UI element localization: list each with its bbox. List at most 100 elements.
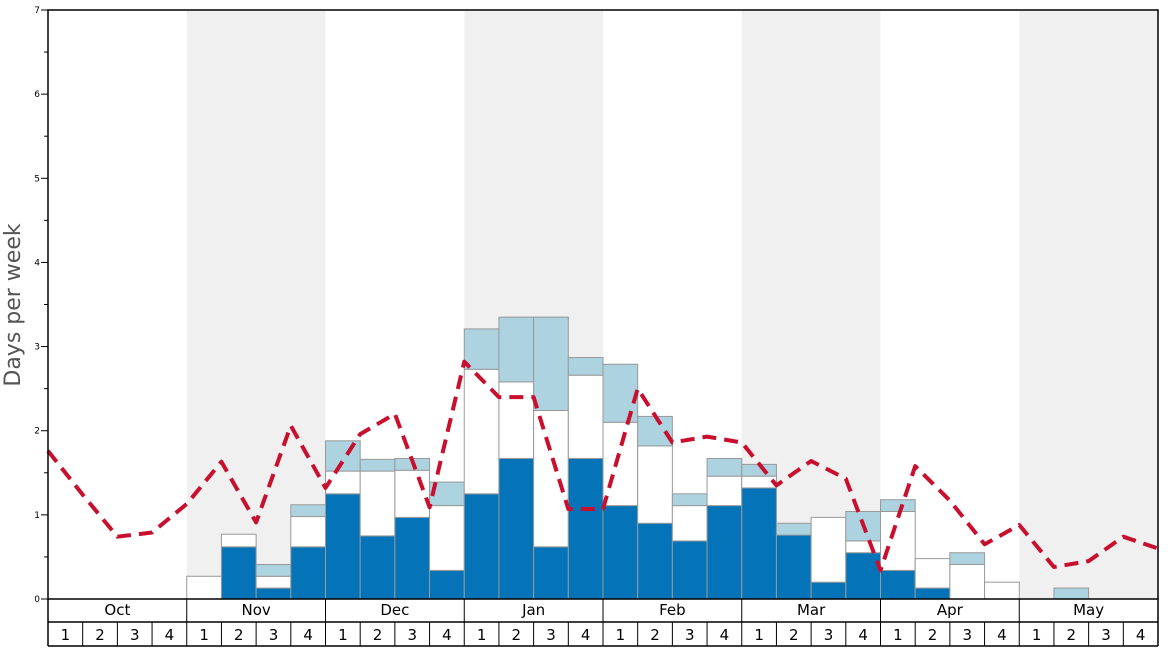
bar-white-week-24 [845,540,881,554]
bar-dark-week-13 [463,493,500,600]
bar-light-week-7 [255,564,292,577]
bar-white-week-10 [359,470,396,537]
bar-white-week-11 [394,469,431,518]
week-label: 4 [442,626,452,644]
week-label: 2 [234,626,244,644]
y-axis-label: Days per week [1,223,26,386]
bar-light-week-27 [949,552,986,566]
bar-dark-week-25 [880,569,916,600]
bar-white-week-25 [880,510,916,571]
bar-white-week-28 [984,581,1020,600]
week-label: 3 [269,626,279,644]
y-tick-label: 2 [34,427,40,437]
week-label: 2 [95,626,105,644]
bar-white-week-23 [810,516,847,583]
y-ticks-group: 0 1 2 3 4 5 6 7 [34,6,48,605]
month-label-oct: Oct [104,601,130,619]
bar-light-week-13 [463,328,500,370]
bar-white-week-18 [637,445,673,524]
bar-dark-week-14 [498,457,535,600]
bar-light-week-19 [671,493,708,507]
bar-white-week-19 [671,505,708,542]
bar-light-week-20 [706,457,743,477]
week-label: 4 [997,626,1007,644]
bar-light-week-10 [359,458,396,472]
average-line-group [46,359,1159,573]
week-label: 4 [303,626,313,644]
month-shade-may [1019,10,1158,599]
week-label: 4 [165,626,175,644]
average-dashed-line [46,359,1159,573]
bar-dark-week-20 [706,505,743,600]
bar-white-week-7 [255,575,292,589]
week-label: 1 [199,626,209,644]
bar-dark-week-26 [914,587,951,600]
bar-white-week-27 [949,564,986,600]
bar-dark-week-10 [359,535,396,600]
week-label: 3 [824,626,834,644]
month-label-jan: Jan [521,601,545,619]
week-label: 3 [1101,626,1111,644]
week-label: 3 [130,626,140,644]
week-label: 1 [754,626,764,644]
bar-dark-week-6 [220,546,257,600]
bars-group [186,316,1090,600]
week-label: 2 [650,626,660,644]
month-shade-nov [186,10,326,599]
week-label: 1 [61,626,71,644]
bar-dark-week-12 [429,569,465,600]
week-label: 1 [616,626,626,644]
week-label: 1 [1032,626,1042,644]
week-label: 3 [962,626,972,644]
bar-dark-week-9 [325,493,361,600]
y-tick-label: 4 [34,258,40,268]
bar-dark-week-15 [533,546,569,600]
bar-dark-week-19 [671,540,708,600]
bar-white-week-12 [429,505,465,571]
week-label: 3 [685,626,695,644]
week-label: 3 [546,626,556,644]
bar-light-week-15 [533,316,569,412]
bar-dark-week-11 [394,516,431,600]
bar-light-week-30 [1053,587,1090,600]
bar-white-week-14 [498,381,535,459]
bar-white-week-5 [186,575,222,600]
month-shading [186,10,1158,599]
bar-white-week-13 [463,368,500,495]
bar-light-week-25 [880,499,916,512]
bar-dark-week-18 [637,522,673,600]
week-label: 2 [373,626,383,644]
bar-light-week-8 [290,504,326,518]
week-label: 1 [477,626,487,644]
week-label: 4 [858,626,868,644]
bar-light-week-14 [498,316,535,383]
bar-white-week-15 [533,410,569,548]
month-label-dec: Dec [380,601,409,619]
y-tick-label: 6 [34,90,40,100]
week-label: 2 [1067,626,1077,644]
week-label: 4 [720,626,730,644]
y-tick-label: 1 [34,511,40,521]
week-label: 3 [407,626,417,644]
week-label: 2 [928,626,938,644]
y-tick-label: 0 [34,595,40,605]
bar-dark-week-17 [602,505,639,600]
bar-white-week-17 [602,421,639,507]
month-label-nov: Nov [241,601,270,619]
bar-dark-week-23 [810,581,847,600]
y-tick-label: 3 [34,343,40,353]
bar-white-week-8 [290,516,326,548]
bar-white-week-26 [914,558,951,589]
week-label: 2 [789,626,799,644]
bar-dark-week-22 [775,534,812,600]
month-label-apr: Apr [937,601,964,619]
month-label-feb: Feb [659,601,686,619]
bar-dark-week-8 [290,546,326,600]
bar-white-week-16 [567,374,604,459]
bar-dark-week-24 [845,552,881,600]
bar-white-week-6 [220,533,257,548]
y-tick-label: 7 [34,6,40,16]
bar-light-week-22 [775,522,812,536]
month-label-may: May [1073,601,1104,619]
